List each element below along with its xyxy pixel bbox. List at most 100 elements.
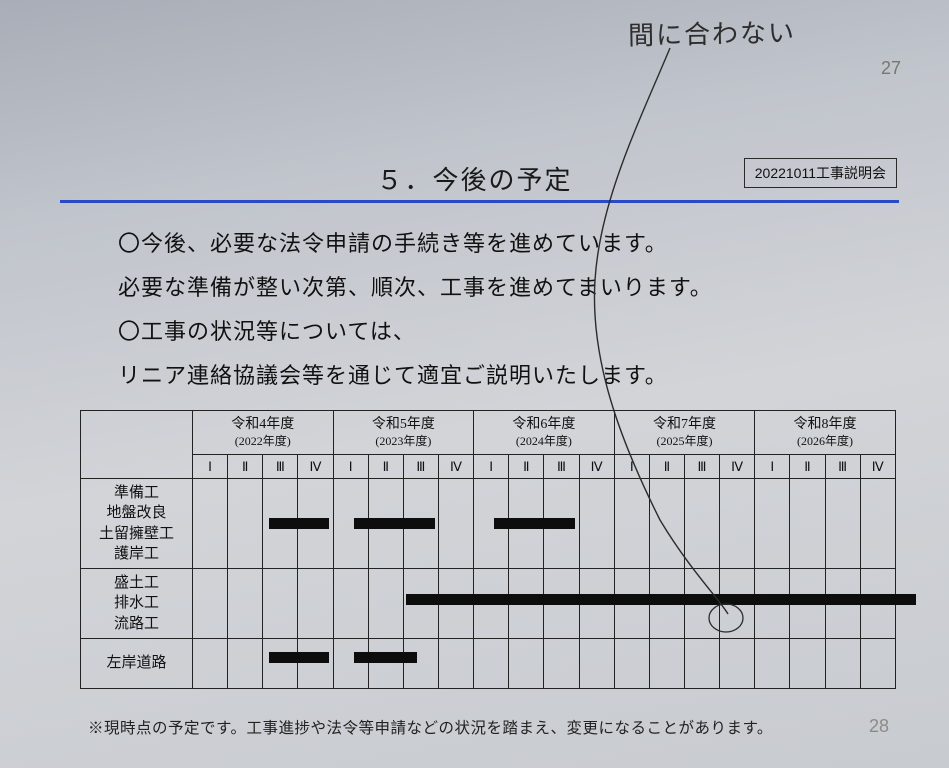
gantt-quarter-header: Ⅳ <box>720 455 755 479</box>
gantt-cell <box>684 479 719 569</box>
section-title: ５．今後の予定 <box>0 160 949 197</box>
gantt-table: 令和4年度(2022年度)令和5年度(2023年度)令和6年度(2024年度)令… <box>80 410 896 689</box>
gantt-cell <box>614 569 649 639</box>
gantt-quarter-header: Ⅰ <box>333 455 368 479</box>
gantt-cell <box>193 569 228 639</box>
gantt-cell <box>860 479 895 569</box>
gantt-cell <box>438 638 473 688</box>
gantt-quarter-header: Ⅲ <box>263 455 298 479</box>
gantt-cell <box>263 569 298 639</box>
gantt-quarter-header: Ⅱ <box>368 455 403 479</box>
gantt-cell <box>368 479 403 569</box>
gantt-cell <box>333 638 368 688</box>
gantt-quarter-header: Ⅳ <box>860 455 895 479</box>
gantt-cell <box>438 479 473 569</box>
gantt-cell <box>228 638 263 688</box>
gantt-quarter-header: Ⅳ <box>438 455 473 479</box>
gantt-cell <box>298 479 333 569</box>
gantt-cell <box>544 569 579 639</box>
paragraph: 〇工事の状況等については、 <box>118 310 898 354</box>
page-number-top: 27 <box>881 58 901 79</box>
gantt-cell <box>333 479 368 569</box>
gantt-cell <box>825 638 860 688</box>
page-number-bottom: 28 <box>869 716 889 737</box>
gantt-cell <box>298 638 333 688</box>
gantt-cell <box>263 479 298 569</box>
gantt-cell <box>579 569 614 639</box>
gantt-cell <box>333 569 368 639</box>
gantt-cell <box>790 569 825 639</box>
gantt-row-label: 左岸道路 <box>81 638 193 688</box>
title-rule <box>60 200 899 203</box>
gantt-corner <box>81 411 193 479</box>
gantt-quarter-header: Ⅳ <box>298 455 333 479</box>
gantt-cell <box>544 638 579 688</box>
gantt-year-header: 令和5年度(2023年度) <box>333 411 474 455</box>
gantt-cell <box>368 638 403 688</box>
gantt-cell <box>720 569 755 639</box>
paragraph: 必要な準備が整い次第、順次、工事を進めてまいります。 <box>118 266 898 310</box>
gantt-chart: 令和4年度(2022年度)令和5年度(2023年度)令和6年度(2024年度)令… <box>80 410 895 689</box>
gantt-quarter-header: Ⅲ <box>403 455 438 479</box>
gantt-year-header: 令和7年度(2025年度) <box>614 411 755 455</box>
gantt-quarter-header: Ⅲ <box>544 455 579 479</box>
gantt-quarter-header: Ⅳ <box>579 455 614 479</box>
gantt-row-label: 盛土工排水工流路工 <box>81 569 193 639</box>
gantt-cell <box>825 479 860 569</box>
paragraph: リニア連絡協議会等を通じて適宜ご説明いたします。 <box>118 354 898 398</box>
gantt-cell <box>193 479 228 569</box>
gantt-quarter-header: Ⅱ <box>649 455 684 479</box>
gantt-cell <box>790 479 825 569</box>
gantt-cell <box>649 638 684 688</box>
footnote: ※現時点の予定です。工事進捗や法令等申請などの状況を踏まえ、変更になることがあり… <box>88 716 773 738</box>
gantt-cell <box>755 569 790 639</box>
gantt-cell <box>228 479 263 569</box>
gantt-quarter-header: Ⅰ <box>614 455 649 479</box>
gantt-cell <box>649 479 684 569</box>
gantt-cell <box>193 638 228 688</box>
gantt-cell <box>579 479 614 569</box>
gantt-year-header: 令和6年度(2024年度) <box>474 411 615 455</box>
gantt-cell <box>403 569 438 639</box>
gantt-cell <box>614 479 649 569</box>
gantt-cell <box>720 479 755 569</box>
gantt-quarter-header: Ⅱ <box>228 455 263 479</box>
gantt-cell <box>438 569 473 639</box>
gantt-cell <box>509 638 544 688</box>
gantt-quarter-header: Ⅰ <box>755 455 790 479</box>
gantt-quarter-header: Ⅰ <box>474 455 509 479</box>
gantt-cell <box>403 479 438 569</box>
gantt-cell <box>474 569 509 639</box>
gantt-cell <box>755 479 790 569</box>
gantt-year-header: 令和4年度(2022年度) <box>193 411 334 455</box>
gantt-cell <box>720 638 755 688</box>
gantt-quarter-header: Ⅱ <box>790 455 825 479</box>
gantt-quarter-header: Ⅲ <box>825 455 860 479</box>
gantt-cell <box>403 638 438 688</box>
page-paper: 27 20221011工事説明会 ５．今後の予定 〇今後、必要な法令申請の手続き… <box>0 0 949 768</box>
gantt-quarter-header: Ⅱ <box>509 455 544 479</box>
gantt-cell <box>544 479 579 569</box>
gantt-cell <box>474 638 509 688</box>
handwriting-text: 間に合わない <box>628 13 797 53</box>
gantt-cell <box>298 569 333 639</box>
gantt-cell <box>790 638 825 688</box>
gantt-cell <box>509 479 544 569</box>
gantt-cell <box>649 569 684 639</box>
gantt-cell <box>614 638 649 688</box>
gantt-quarter-header: Ⅰ <box>193 455 228 479</box>
gantt-cell <box>755 638 790 688</box>
gantt-cell <box>860 569 895 639</box>
gantt-cell <box>368 569 403 639</box>
gantt-cell <box>509 569 544 639</box>
gantt-cell <box>684 638 719 688</box>
gantt-row-label: 準備工地盤改良土留擁壁工護岸工 <box>81 479 193 569</box>
body-text: 〇今後、必要な法令申請の手続き等を進めています。 必要な準備が整い次第、順次、工… <box>118 222 898 398</box>
gantt-cell <box>579 638 614 688</box>
gantt-cell <box>684 569 719 639</box>
gantt-cell <box>263 638 298 688</box>
gantt-cell <box>474 479 509 569</box>
gantt-quarter-header: Ⅲ <box>684 455 719 479</box>
paragraph: 〇今後、必要な法令申請の手続き等を進めています。 <box>118 222 898 266</box>
gantt-cell <box>825 569 860 639</box>
